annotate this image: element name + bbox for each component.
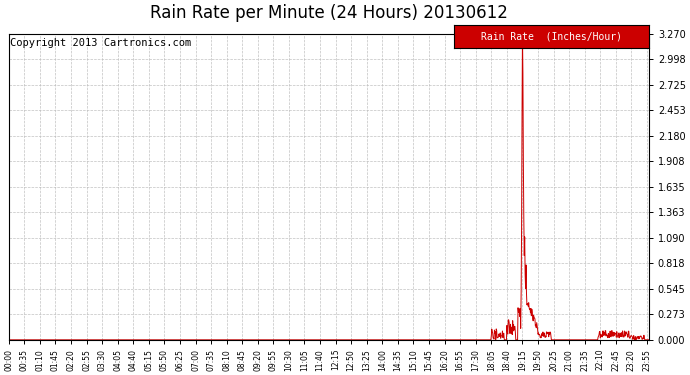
Text: Copyright 2013 Cartronics.com: Copyright 2013 Cartronics.com (10, 38, 191, 48)
Title: Rain Rate per Minute (24 Hours) 20130612: Rain Rate per Minute (24 Hours) 20130612 (150, 4, 508, 22)
